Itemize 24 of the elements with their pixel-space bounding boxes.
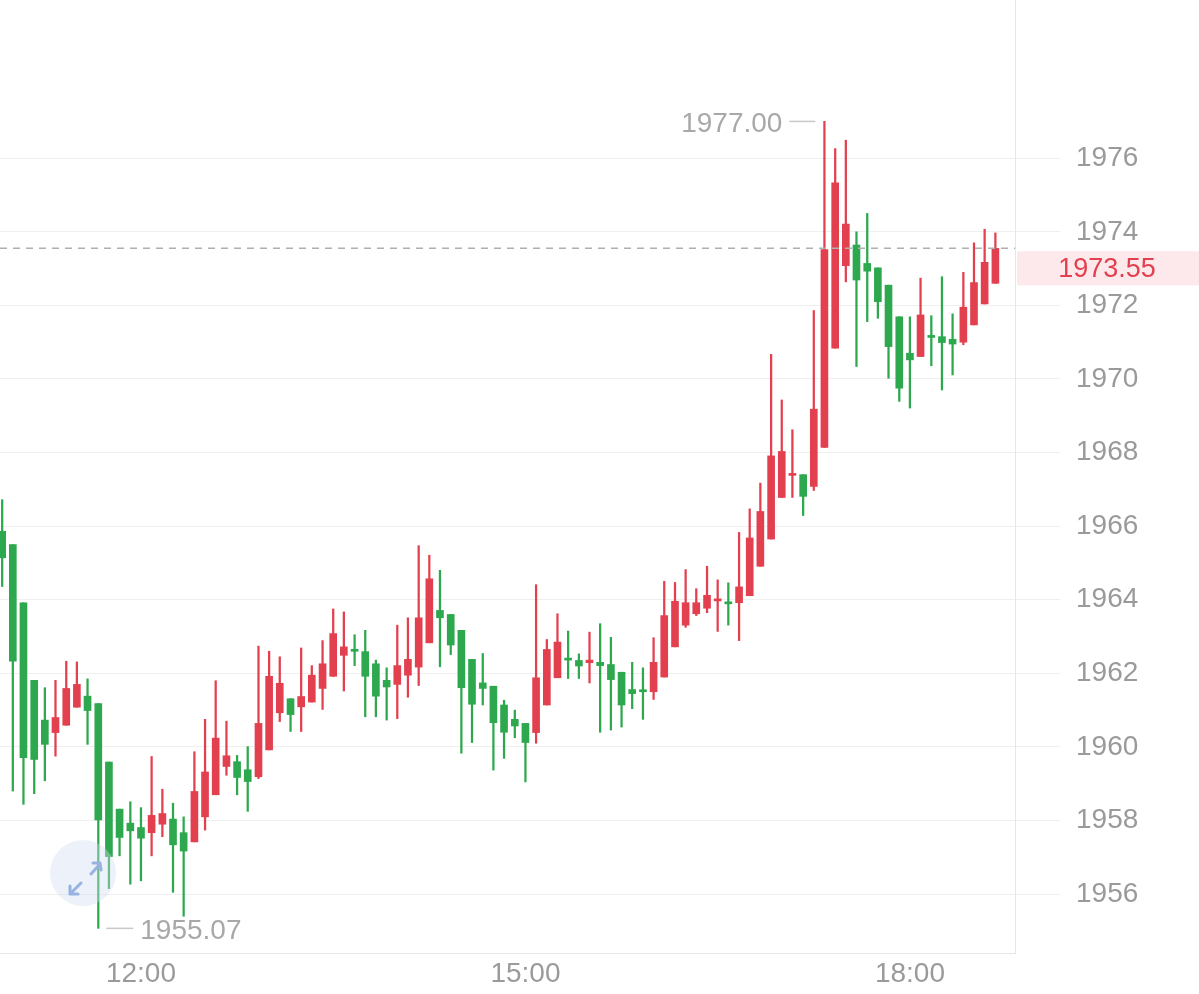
candlestick [788, 429, 797, 498]
x-tick-label: 18:00 [874, 956, 945, 988]
candlestick [83, 678, 92, 745]
x-tick-label: 15:00 [490, 956, 561, 988]
ref-line-label: 1973.55 [1058, 252, 1156, 283]
candlestick [51, 680, 60, 757]
y-tick-label: 1966 [1076, 508, 1139, 540]
y-tick-label: 1956 [1076, 876, 1139, 908]
y-tick-label: 1960 [1076, 729, 1139, 761]
candlestick [158, 788, 167, 838]
annotation: 1977.00 [681, 107, 783, 139]
candlestick [350, 634, 359, 666]
y-tick-label: 1958 [1076, 803, 1139, 835]
y-tick-label: 1962 [1076, 656, 1139, 688]
candlestick [147, 756, 156, 857]
y-tick-label: 1972 [1076, 288, 1139, 320]
y-tick-label: 1976 [1076, 140, 1139, 172]
y-tick-label: 1964 [1076, 582, 1139, 614]
x-tick-label: 12:00 [105, 956, 177, 988]
annotation: 1955.07 [140, 914, 242, 946]
candlestick [222, 720, 231, 776]
y-tick-label: 1974 [1076, 214, 1139, 246]
y-tick-label: 1968 [1076, 435, 1139, 467]
y-tick-label: 1970 [1076, 361, 1139, 393]
